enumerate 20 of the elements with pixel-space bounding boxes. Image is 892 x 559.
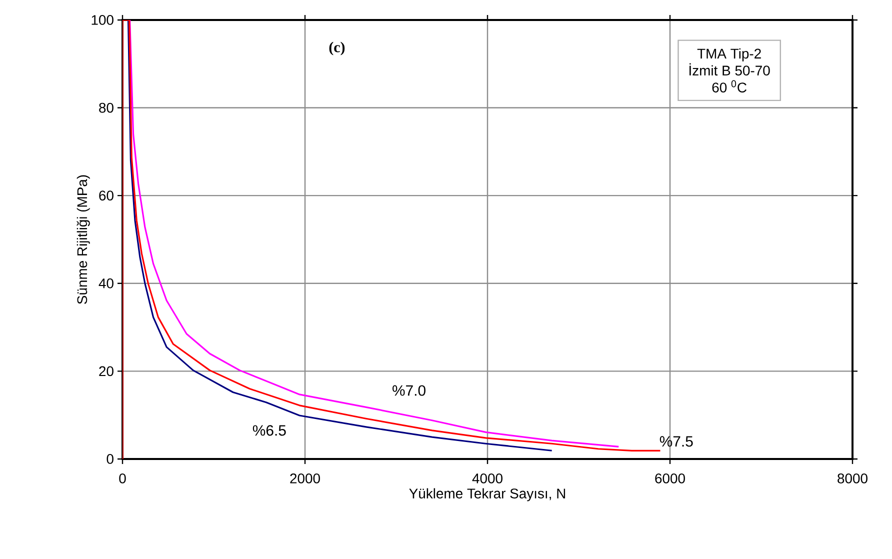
y-tick-label: 40: [98, 278, 114, 288]
annotation: TMA Tip-2: [697, 48, 761, 62]
x-tick-label: 8000: [838, 473, 868, 484]
x-tick-label: 4000: [472, 473, 502, 484]
y-tick-label: 60: [99, 190, 114, 201]
y-tick-label: 0: [106, 454, 114, 464]
y-tick-label: 80: [99, 102, 114, 113]
series-label: %7.0: [392, 385, 426, 396]
x-tick-label: 0: [119, 473, 126, 484]
series-label: %7.5: [660, 436, 693, 447]
series-label: %6.5: [252, 425, 286, 436]
annotation: (c): [329, 42, 345, 56]
annotation: İzmit B 50-70: [690, 63, 770, 76]
x-tick-label: 6000: [655, 473, 685, 484]
x-tick-label: 2000: [290, 473, 320, 484]
y-tick-label: 20: [99, 366, 114, 376]
y-tick-label: 100: [92, 15, 114, 25]
y-axis-title: Sünme Rijitliği (MPa): [76, 175, 90, 304]
annotation: 60 $^{0}$C: [712, 80, 746, 92]
x-axis-title: Yükleme Tekrar Sayısı, N: [409, 488, 566, 502]
